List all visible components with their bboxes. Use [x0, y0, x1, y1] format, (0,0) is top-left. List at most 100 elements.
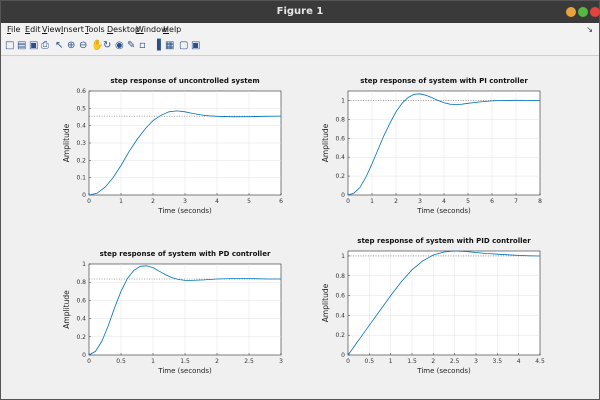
x-axis-label: Time (seconds): [416, 367, 471, 375]
minimize-button[interactable]: [566, 7, 576, 17]
plot-title: step response of system with PID control…: [357, 237, 531, 245]
menu-label: nsert: [63, 25, 84, 34]
x-tick-label: 3.5: [493, 358, 503, 365]
step-response-line: [88, 110, 282, 196]
title-bar[interactable]: Figure 1: [1, 1, 600, 23]
pan-icon[interactable]: ✋: [91, 40, 104, 51]
x-tick-label: 6: [490, 198, 494, 205]
step-response-line: [347, 93, 541, 196]
y-tick-label: 1: [82, 261, 86, 268]
x-tick-label: 7: [514, 198, 518, 205]
x-tick-label: 3: [183, 198, 187, 205]
plot-title: step response of uncontrolled system: [110, 77, 259, 85]
plots-svg: 0 1 2 3 4 5 6 0 0.1 0.2 0.3 0.4 0.5 0.6 step response …: [62, 77, 545, 375]
y-tick-label: 0.8: [335, 116, 345, 123]
y-tick-label: 0.6: [335, 293, 345, 300]
x-tick-label: 0.5: [365, 358, 375, 365]
menu-label: esktop: [113, 25, 141, 34]
x-tick-label: 1: [389, 358, 393, 365]
menu-tools[interactable]: Tools: [85, 25, 105, 34]
zoom-in-icon[interactable]: ⊕: [67, 40, 76, 51]
y-tick-label: 0.2: [335, 332, 345, 339]
y-tick-label: 0.4: [76, 316, 86, 323]
edit-plot-icon[interactable]: ↖: [55, 40, 64, 51]
menu-label: dit: [30, 25, 41, 34]
data-cursor-icon[interactable]: ◉: [115, 40, 124, 51]
y-tick-label: 0.6: [76, 88, 86, 95]
menu-file[interactable]: File: [7, 25, 20, 34]
x-tick-label: 4: [517, 358, 521, 365]
zoom-out-icon[interactable]: ⊖: [79, 40, 88, 51]
x-tick-label: 0.5: [116, 358, 126, 365]
menu-mnemonic: F: [7, 25, 12, 34]
print-icon[interactable]: ⎙: [41, 40, 49, 51]
x-tick-label: 3: [418, 198, 422, 205]
y-tick-label: 0.2: [76, 334, 86, 341]
rotate-3d-icon[interactable]: ↻: [103, 40, 112, 51]
brush-icon[interactable]: ✎: [127, 40, 136, 51]
open-file-icon[interactable]: ▤: [17, 40, 27, 51]
x-tick-label: 4: [442, 198, 446, 205]
x-tick-label: 2.5: [450, 358, 460, 365]
y-axis-label: Amplitude: [321, 123, 330, 162]
x-tick-label: 0: [87, 198, 91, 205]
menu-label: ile: [11, 25, 21, 34]
close-button[interactable]: [590, 7, 600, 17]
colorbar-icon[interactable]: ▐: [153, 40, 161, 51]
window-title: Figure 1: [276, 6, 324, 17]
menu-mnemonic: I: [61, 25, 64, 34]
y-tick-label: 0.8: [335, 273, 345, 280]
menu-label: ools: [88, 25, 105, 34]
x-axis-label: Time (seconds): [416, 207, 471, 215]
y-axis-label: Amplitude: [321, 283, 330, 322]
x-tick-label: 0: [346, 358, 350, 365]
x-tick-label: 3: [474, 358, 478, 365]
y-tick-label: 1: [341, 253, 345, 260]
x-tick-label: 6: [279, 198, 283, 205]
save-icon[interactable]: ▣: [29, 40, 39, 51]
x-tick-label: 0: [87, 358, 91, 365]
menu-desktop[interactable]: Desktop: [107, 25, 140, 34]
menu-label: elp: [169, 25, 182, 34]
menu-mnemonic: W: [136, 25, 144, 34]
y-tick-label: 0.3: [76, 140, 86, 147]
link-plot-icon[interactable]: ▫: [139, 40, 146, 51]
x-tick-label: 2: [431, 358, 435, 365]
plot-title: step response of system with PD controll…: [100, 250, 271, 258]
y-tick-label: 0.6: [335, 135, 345, 142]
dock-arrow-icon[interactable]: ↘: [586, 25, 593, 34]
maximize-button[interactable]: [578, 7, 588, 17]
y-axis-label: Amplitude: [62, 123, 71, 162]
x-tick-label: 1: [119, 198, 123, 205]
menu-mnemonic: T: [85, 25, 89, 34]
axes-box: [347, 250, 541, 356]
x-tick-label: 3: [279, 358, 283, 365]
menu-label: iew: [47, 25, 61, 34]
y-tick-label: 1: [341, 97, 345, 104]
x-tick-label: 5: [247, 198, 251, 205]
step-response-line: [347, 250, 541, 356]
y-tick-label: 0.6: [76, 297, 86, 304]
menu-label: indow: [143, 25, 168, 34]
plot-title: step response of system with PI controll…: [360, 77, 528, 85]
show-plot-tools-icon[interactable]: ▣: [191, 40, 201, 51]
menu-bar: File Edit View Insert Tools Desktop Window Help: [1, 23, 599, 37]
x-tick-label: 0: [346, 198, 350, 205]
menu-insert[interactable]: Insert: [61, 25, 84, 34]
y-tick-label: 0.4: [335, 312, 345, 319]
menu-view[interactable]: View: [42, 25, 61, 34]
legend-icon[interactable]: ▦: [165, 40, 175, 51]
y-tick-label: 0.2: [335, 173, 345, 180]
x-tick-label: 1: [370, 198, 374, 205]
x-tick-label: 2: [215, 358, 219, 365]
y-tick-label: 0.4: [335, 154, 345, 161]
figure-toolbar: □ ▤ ▣ ⎙ ↖ ⊕ ⊖ ✋ ↻ ◉ ✎ ▫ ▐ ▦ ▢ ▣: [1, 37, 599, 56]
y-tick-label: 0.2: [76, 157, 86, 164]
menu-window[interactable]: Window: [136, 25, 168, 34]
menu-help[interactable]: Help: [163, 25, 181, 34]
hide-plot-tools-icon[interactable]: ▢: [179, 40, 189, 51]
menu-edit[interactable]: Edit: [25, 25, 41, 34]
new-figure-icon[interactable]: □: [5, 40, 15, 51]
x-tick-label: 1.5: [180, 358, 190, 365]
